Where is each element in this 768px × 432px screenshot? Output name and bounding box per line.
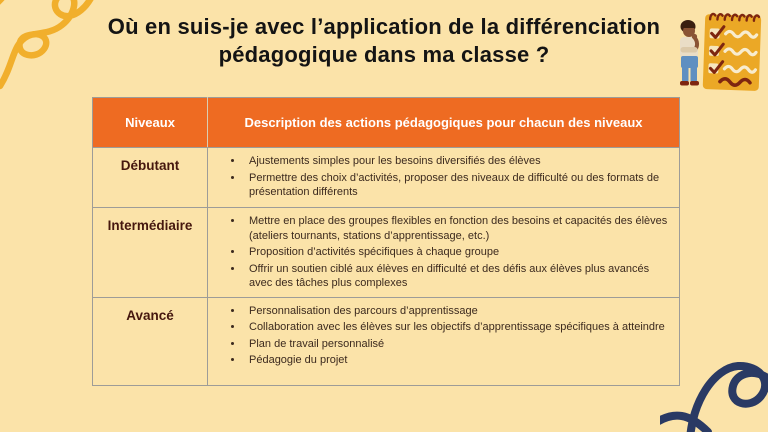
bullet-item: Plan de travail personnalisé: [244, 337, 671, 352]
bullet-list: Personnalisation des parcours d’apprenti…: [208, 304, 671, 368]
slide-title: Où en suis-je avec l’application de la d…: [107, 14, 661, 68]
table-row-avance: Avancé Personnalisation des parcours d’a…: [92, 296, 680, 386]
column-header-niveaux: Niveaux: [92, 97, 208, 148]
bullet-list: Mettre en place des groupes flexibles en…: [208, 214, 671, 291]
bullet-item: Proposition d’activités spécifiques à ch…: [244, 245, 671, 260]
level-description-intermediaire: Mettre en place des groupes flexibles en…: [207, 207, 680, 298]
bullet-list: Ajustements simples pour les besoins div…: [208, 154, 671, 200]
level-label-intermediaire: Intermédiaire: [92, 207, 208, 298]
level-label-debutant: Débutant: [92, 147, 208, 208]
table-row-intermediaire: Intermédiaire Mettre en place des groupe…: [92, 207, 680, 298]
levels-table-container: Niveaux Description des actions pédagogi…: [92, 97, 680, 386]
table-header-row: Niveaux Description des actions pédagogi…: [92, 97, 680, 148]
lower-curve-stroke: [660, 411, 712, 432]
bullet-item: Permettre des choix d’activités, propose…: [244, 171, 671, 200]
levels-table: Niveaux Description des actions pédagogi…: [92, 97, 680, 386]
corner-curl-stroke: [0, 0, 5, 5]
bullet-item: Personnalisation des parcours d’apprenti…: [244, 304, 671, 319]
checklist-notepad: [702, 12, 762, 91]
bullet-item: Pédagogie du projet: [244, 353, 671, 368]
table-row-debutant: Débutant Ajustements simples pour les be…: [92, 147, 680, 208]
bullet-item: Ajustements simples pour les besoins div…: [244, 154, 671, 169]
column-header-description: Description des actions pédagogiques pou…: [207, 97, 680, 148]
bullet-item: Collaboration avec les élèves sur les ob…: [244, 320, 671, 335]
level-label-avance: Avancé: [92, 296, 208, 386]
bullet-item: Offrir un soutien ciblé aux élèves en di…: [244, 262, 671, 291]
level-description-debutant: Ajustements simples pour les besoins div…: [207, 147, 680, 208]
bullet-item: Mettre en place des groupes flexibles en…: [244, 214, 671, 243]
loop-stroke: [686, 362, 768, 432]
level-description-avance: Personnalisation des parcours d’apprenti…: [207, 296, 680, 386]
